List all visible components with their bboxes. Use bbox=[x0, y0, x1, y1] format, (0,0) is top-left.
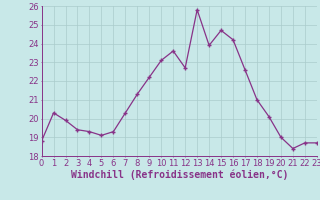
X-axis label: Windchill (Refroidissement éolien,°C): Windchill (Refroidissement éolien,°C) bbox=[70, 169, 288, 180]
